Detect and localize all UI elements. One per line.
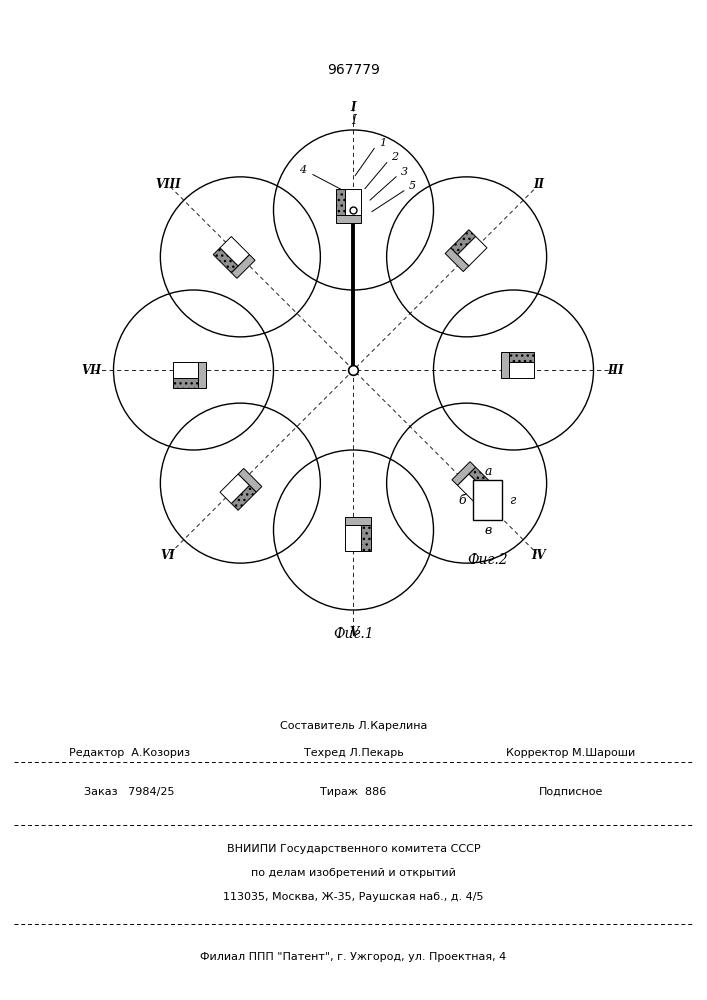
- Polygon shape: [198, 362, 206, 388]
- Text: Филиал ППП "Патент", г. Ужгород, ул. Проектная, 4: Филиал ППП "Патент", г. Ужгород, ул. Про…: [200, 952, 507, 962]
- Text: 1: 1: [379, 138, 386, 148]
- Text: Фиг.1: Фиг.1: [333, 627, 374, 641]
- Polygon shape: [346, 517, 371, 525]
- Text: Техред Л.Пекарь: Техред Л.Пекарь: [303, 748, 404, 758]
- Text: V: V: [349, 626, 358, 639]
- Text: по делам изобретений и открытий: по делам изобретений и открытий: [251, 868, 456, 878]
- Polygon shape: [346, 189, 361, 215]
- Polygon shape: [451, 230, 476, 255]
- Polygon shape: [336, 189, 346, 215]
- Text: Редактор  А.Козориз: Редактор А.Козориз: [69, 748, 190, 758]
- Text: III: III: [607, 363, 624, 376]
- Polygon shape: [220, 236, 250, 266]
- Polygon shape: [238, 468, 262, 492]
- Text: I: I: [351, 114, 356, 127]
- Text: Заказ   7984/25: Заказ 7984/25: [84, 787, 175, 797]
- Polygon shape: [173, 362, 198, 378]
- Polygon shape: [214, 248, 238, 273]
- Text: 2: 2: [392, 152, 399, 162]
- Text: VIII: VIII: [155, 178, 181, 191]
- Text: Корректор М.Шароши: Корректор М.Шароши: [506, 748, 636, 758]
- Bar: [474, 480, 502, 520]
- Polygon shape: [346, 525, 361, 551]
- Text: Подписное: Подписное: [539, 787, 603, 797]
- Text: 5: 5: [409, 181, 416, 191]
- Text: 113035, Москва, Ж-35, Раушская наб., д. 4/5: 113035, Москва, Ж-35, Раушская наб., д. …: [223, 892, 484, 902]
- Text: IV: IV: [532, 549, 547, 562]
- Text: VI: VI: [160, 549, 175, 562]
- Text: I: I: [351, 101, 356, 114]
- Text: Тираж  886: Тираж 886: [320, 787, 387, 797]
- Text: г: г: [509, 493, 515, 506]
- Polygon shape: [220, 474, 250, 504]
- Text: Фиг.2: Фиг.2: [467, 553, 508, 567]
- Polygon shape: [361, 525, 371, 551]
- Polygon shape: [501, 352, 509, 378]
- Polygon shape: [231, 485, 256, 510]
- Text: ВНИИПИ Государственного комитета СССР: ВНИИПИ Государственного комитета СССР: [227, 844, 480, 854]
- Polygon shape: [509, 352, 534, 362]
- Text: 967779: 967779: [327, 63, 380, 77]
- Polygon shape: [231, 255, 255, 278]
- Text: Составитель Л.Карелина: Составитель Л.Карелина: [280, 721, 427, 731]
- Text: II: II: [534, 178, 544, 191]
- Text: VII: VII: [81, 363, 101, 376]
- Polygon shape: [452, 462, 476, 485]
- Text: а: а: [484, 465, 491, 478]
- Polygon shape: [445, 248, 469, 272]
- Text: в: в: [484, 524, 491, 537]
- Polygon shape: [457, 474, 487, 504]
- Text: 4: 4: [299, 165, 306, 175]
- Text: 3: 3: [401, 167, 408, 177]
- Polygon shape: [469, 467, 493, 492]
- Polygon shape: [509, 362, 534, 378]
- Text: б: б: [459, 493, 467, 506]
- Polygon shape: [457, 236, 487, 266]
- Polygon shape: [173, 378, 198, 388]
- Polygon shape: [336, 215, 361, 223]
